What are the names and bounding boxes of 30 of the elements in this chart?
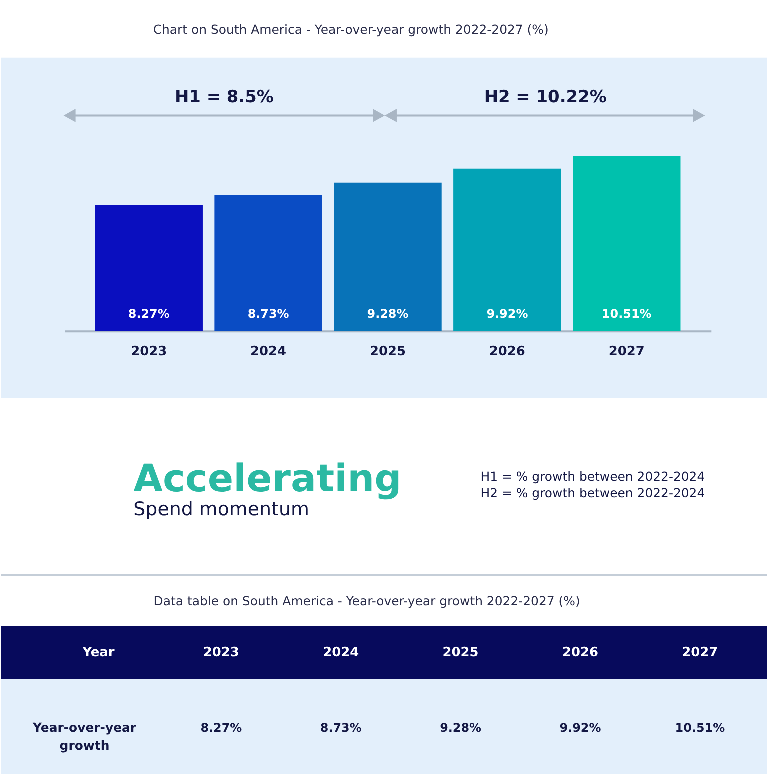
- x-tick-label: 2025: [370, 344, 406, 360]
- category-label: 2023: [203, 645, 240, 660]
- text: 9.28%: [440, 721, 482, 736]
- text: 10.51%: [675, 721, 726, 736]
- category-label: 2027: [682, 645, 718, 660]
- text: Spend momentum: [134, 498, 310, 521]
- text: Year-over-year growth: [32, 720, 138, 754]
- category-label: 2025: [442, 645, 479, 660]
- data-label: 8.27%: [128, 307, 170, 322]
- data-label: 9.92%: [486, 307, 528, 322]
- x-tick-label: 2023: [131, 344, 168, 360]
- category-label: 2024: [323, 645, 360, 660]
- x-tick-label: 2024: [250, 344, 287, 360]
- annotation: H2 = 10.22%: [484, 86, 607, 107]
- x-tick-label: 2026: [489, 344, 526, 360]
- text: Year: [82, 645, 116, 660]
- text: 9.92%: [560, 721, 602, 736]
- x-tick-label: 2027: [608, 344, 645, 360]
- data-label: 9.28%: [367, 307, 409, 322]
- annotation: H1 = 8.5%: [174, 86, 274, 107]
- text: H1 = % growth between 2022-2024: [480, 468, 706, 484]
- data-label: 8.73%: [248, 307, 290, 322]
- data-label: 10.51%: [602, 307, 652, 322]
- text: H2 = % growth between 2022-2024: [480, 486, 706, 501]
- text: 8.73%: [320, 721, 362, 736]
- text: 8.27%: [200, 721, 242, 736]
- category-label: 2026: [562, 645, 599, 660]
- text: Data table on South America - Year-over-year growth 2022-2027 (%): [154, 593, 580, 608]
- text: Accelerating: [134, 456, 402, 501]
- chart-title: Chart on South America - Year-over-year growth 2022-2027 (%): [153, 22, 549, 37]
